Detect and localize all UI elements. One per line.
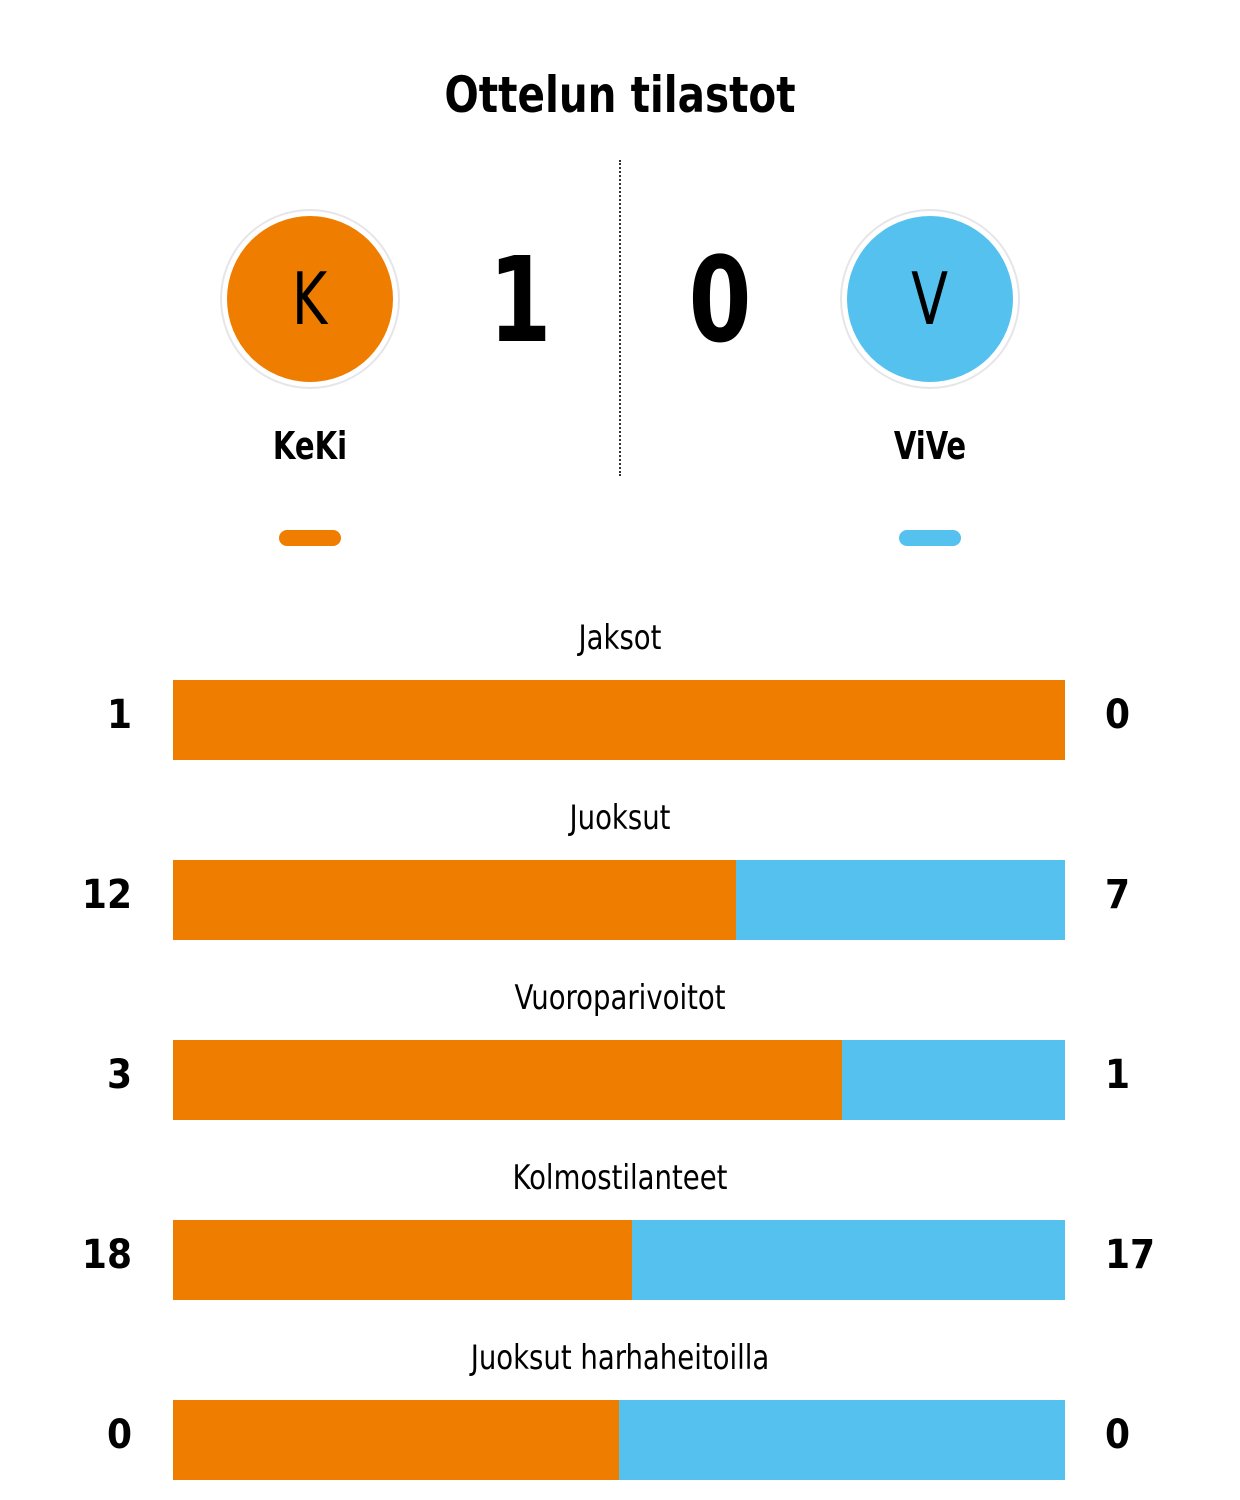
stat-label: Vuoroparivoitot — [514, 978, 726, 1018]
stat-bar — [173, 680, 1065, 760]
home-bar-segment — [173, 1040, 842, 1120]
stat-label: Juoksut harhaheitoilla — [470, 1338, 770, 1378]
away-stat-value: 1 — [1105, 1052, 1131, 1098]
stat-label: Jaksot — [578, 618, 662, 658]
home-team-name: KeKi — [272, 424, 348, 468]
away-stat-value: 0 — [1105, 692, 1131, 738]
away-color-legend — [899, 530, 961, 546]
stat-label: Juoksut — [569, 798, 671, 838]
home-bar-segment — [173, 1220, 632, 1300]
stat-bar — [173, 1220, 1065, 1300]
away-team-logo: V — [840, 209, 1020, 389]
away-stat-value: 17 — [1105, 1232, 1156, 1278]
away-team-name: ViVe — [893, 424, 967, 468]
home-score: 1 — [488, 231, 552, 369]
home-team-logo: K — [220, 209, 400, 389]
home-logo-circle: K — [227, 216, 393, 382]
home-stat-value: 12 — [81, 872, 132, 918]
away-initial: V — [911, 257, 949, 341]
stat-label: Kolmostilanteet — [512, 1158, 728, 1198]
home-stat-value: 1 — [106, 692, 132, 738]
home-stat-value: 0 — [106, 1412, 132, 1458]
away-bar-segment — [631, 1220, 1065, 1300]
away-bar-segment — [619, 1400, 1065, 1480]
stat-bar — [173, 1040, 1065, 1120]
away-bar-segment — [736, 860, 1065, 940]
home-bar-segment — [173, 1400, 619, 1480]
away-score: 0 — [688, 231, 752, 369]
stat-bar — [173, 860, 1065, 940]
divider — [619, 160, 621, 476]
away-bar-segment — [842, 1040, 1065, 1120]
home-stat-value: 18 — [81, 1232, 132, 1278]
home-color-legend — [279, 530, 341, 546]
page-title: Ottelun tilastot — [444, 66, 796, 124]
home-stat-value: 3 — [106, 1052, 132, 1098]
home-initial: K — [292, 257, 328, 341]
home-bar-segment — [173, 860, 737, 940]
home-bar-segment — [173, 680, 1065, 760]
away-logo-circle: V — [847, 216, 1013, 382]
away-stat-value: 0 — [1105, 1412, 1131, 1458]
stat-bar — [173, 1400, 1065, 1480]
away-stat-value: 7 — [1105, 872, 1131, 918]
